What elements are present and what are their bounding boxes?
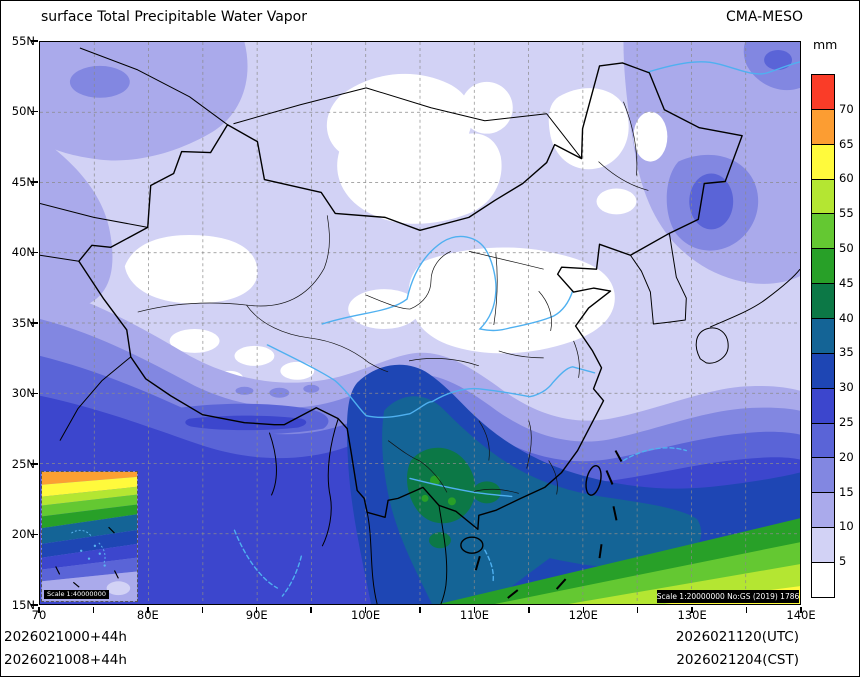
- colorbar-cell-55-60: [812, 178, 834, 214]
- lon-label: 90E: [245, 608, 268, 622]
- inset-canvas: [42, 472, 137, 601]
- rivers: [233, 61, 800, 597]
- colorbar-cell-35-40: [812, 318, 834, 353]
- lat-label: 20N: [11, 527, 35, 541]
- lon-label: 140E: [786, 608, 816, 622]
- lat-tick: [31, 533, 38, 536]
- lon-tick: [310, 606, 312, 613]
- lat-tick: [31, 181, 38, 183]
- lat-label: 50N: [11, 104, 35, 118]
- lat-tick: [31, 251, 38, 254]
- latitude-axis: 55N 50N 45N 40N 35N 30N 25N 20N 15N: [5, 34, 35, 612]
- colorbar-tick-label: 50: [839, 241, 854, 255]
- neighbor-borders: [40, 47, 800, 604]
- colorbar-cell-15-20: [812, 457, 834, 493]
- colorbar-cell-60-65: [812, 143, 834, 179]
- colorbar-tick-label: 60: [839, 171, 854, 186]
- lat-tick: [31, 463, 38, 465]
- lon-label: 120E: [568, 608, 598, 622]
- lon-label: 100E: [350, 608, 381, 622]
- colorbar-tick-label: 10: [839, 519, 854, 534]
- colorbar-tick-label: 40: [839, 310, 854, 325]
- lat-tick: [31, 322, 38, 324]
- lat-tick: [31, 40, 38, 42]
- model-name: CMA-MESO: [725, 9, 803, 25]
- lon-label: 130E: [677, 608, 707, 622]
- grid-lines: [40, 42, 800, 604]
- lon-tick: [38, 606, 40, 613]
- lat-tick: [31, 604, 38, 606]
- inset-scale-note: Scale 1:40000000: [44, 589, 109, 599]
- colorbar-tick-label: 70: [839, 101, 854, 116]
- colorbar-tick-label: 5: [839, 554, 847, 569]
- colorbar-cell-25-30: [812, 387, 834, 423]
- lon-tick: [419, 606, 421, 613]
- lon-tick: [147, 606, 149, 613]
- map-plot-area: [39, 41, 801, 605]
- lon-tick: [582, 606, 585, 613]
- lat-tick: [31, 392, 38, 395]
- colorbar-cell-50-55: [812, 213, 834, 249]
- lon-label: 110E: [459, 608, 490, 622]
- lat-tick: [31, 110, 38, 113]
- lat-label: 35N: [11, 315, 35, 330]
- colorbar-tick-label: 35: [839, 345, 854, 360]
- south-china-sea-inset: Scale 1:40000000: [41, 471, 138, 602]
- colorbar-cell-65-70: [812, 108, 834, 144]
- lon-label: 80E: [136, 608, 159, 622]
- map-scale-note: Scale 1:20000000 No:GS (2019) 1786: [656, 590, 800, 603]
- lon-tick: [691, 606, 693, 613]
- lon-tick: [92, 606, 95, 613]
- nine-dash-line: [474, 450, 623, 599]
- lon-tick: [800, 606, 802, 613]
- colorbar-cell-<5: [812, 562, 834, 597]
- colorbar-tick-labels: 70 65 60 55 50 45 40 35 30 25 20 15 10 5: [839, 74, 859, 596]
- lat-label: 45N: [11, 174, 35, 189]
- colorbar-cell-10-15: [812, 492, 834, 528]
- lon-label: 70: [31, 608, 47, 622]
- lon-tick: [364, 606, 367, 613]
- lat-label: 15N: [11, 597, 35, 612]
- lon-tick: [473, 606, 476, 613]
- colorbar-tick-label: 25: [839, 415, 854, 429]
- colorbar-cell->70: [812, 75, 834, 109]
- lat-label: 30N: [11, 386, 35, 400]
- lat-label: 40N: [11, 245, 35, 259]
- province-borders: [137, 101, 649, 495]
- map-canvas: [40, 42, 800, 604]
- footer-valid-time-utc: 2026021120(UTC): [675, 629, 799, 645]
- colorbar-tick-label: 65: [839, 136, 854, 151]
- china-border: [78, 62, 743, 554]
- footer-init-time-utc: 2026021000+44h: [4, 629, 127, 645]
- lon-tick: [745, 606, 748, 613]
- footer-init-time-cst: 2026021008+44h: [4, 652, 127, 668]
- colorbar-tick-label: 45: [839, 275, 854, 290]
- colorbar-cell-45-50: [812, 248, 834, 284]
- lon-tick: [636, 606, 639, 613]
- colorbar-tick-label: 20: [839, 449, 854, 464]
- lon-tick: [528, 606, 530, 613]
- lon-tick: [255, 606, 258, 613]
- colorbar: [811, 74, 835, 598]
- colorbar-cell-30-35: [812, 352, 834, 388]
- colorbar-cell-20-25: [812, 422, 834, 458]
- colorbar-cell-40-45: [812, 283, 834, 319]
- colorbar-tick-label: 55: [839, 206, 854, 221]
- page-title: surface Total Precipitable Water Vapor: [41, 9, 307, 25]
- lat-label: 25N: [11, 456, 35, 471]
- lat-label: 55N: [11, 33, 35, 48]
- lon-tick: [201, 606, 204, 613]
- longitude-axis: 70 80E 90E 100E 110E 120E 130E 140E: [32, 608, 816, 624]
- colorbar-tick-label: 30: [839, 380, 854, 395]
- colorbar-cell-5-10: [812, 527, 834, 563]
- footer-valid-time-cst: 2026021204(CST): [676, 652, 799, 668]
- colorbar-unit: mm: [813, 37, 838, 52]
- colorbar-tick-label: 15: [839, 484, 854, 499]
